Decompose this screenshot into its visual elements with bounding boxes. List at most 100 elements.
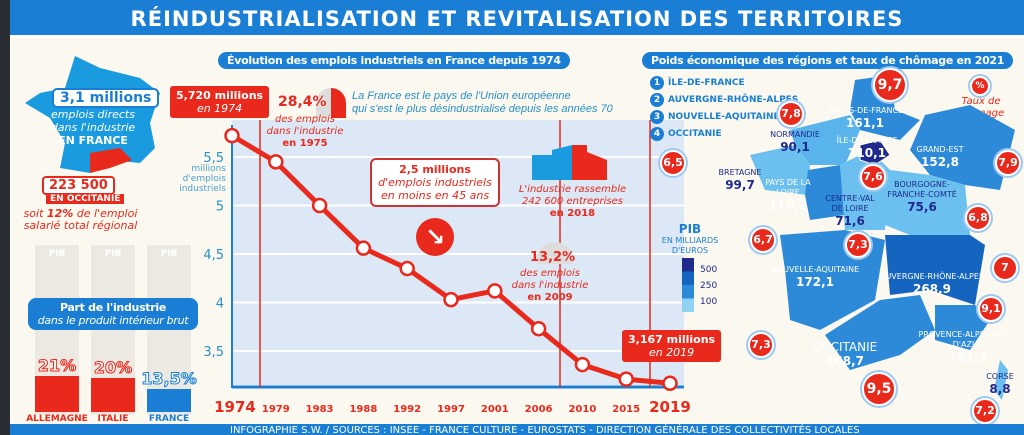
pct-1975-text3: en 1975	[282, 138, 328, 149]
data-point-2019	[662, 375, 678, 392]
page-title: RÉINDUSTRIALISATION ET REVITALISATION DE…	[10, 0, 1024, 38]
pib-sub1: EN MILLIARDS	[661, 236, 719, 245]
pct-1975-text2: dans l'industrie	[266, 126, 344, 137]
occitanie-label: EN OCCITANIE	[46, 194, 125, 204]
bar-label: 20%	[93, 358, 133, 378]
pib-scale-label: 500	[700, 265, 718, 275]
x-tick-label: 1988	[349, 404, 377, 415]
pib-label: PIB	[48, 249, 66, 259]
arrow-down-right-icon: ↘	[416, 218, 454, 256]
region-bretagne: BRETAGNE 99,7	[712, 168, 768, 192]
start-year: en 1974	[196, 102, 243, 115]
data-point-1974	[224, 127, 240, 144]
france-map-icon	[25, 56, 160, 173]
percent-icon: %	[970, 76, 990, 96]
region-pib: 710,1	[848, 146, 886, 160]
x-tick-label: 1997	[437, 404, 465, 415]
unemployment-badge: 6,8	[965, 205, 991, 231]
region-name: BRETAGNE	[718, 168, 762, 177]
pct-2009: 13,2%	[530, 250, 576, 265]
region-pib: 99,7	[725, 178, 755, 192]
unemployment-badge: 9,5	[862, 372, 896, 406]
unemployment-badge: 9,1	[978, 296, 1004, 322]
region-bourgogne-franche-comt-: BOURGOGNE-FRANCHE-COMTÉ 75,6	[884, 180, 960, 214]
bar-label: 13,5%	[141, 369, 198, 389]
bar-label: 21%	[37, 356, 77, 376]
pib-label: PIB	[160, 249, 178, 259]
rank-number-badge: 2	[650, 93, 664, 107]
data-point-1997	[443, 291, 459, 308]
factory-icon	[532, 145, 607, 180]
unemployment-badge: 7,9	[995, 150, 1021, 176]
x-tick-label: 1983	[306, 404, 334, 415]
pib-title: PIB	[678, 222, 702, 236]
region-auvergne-rh-ne-alpes: AUVERGNE-RHÔNE-ALPES 268,9	[877, 272, 987, 296]
bar-category: ITALIE	[97, 414, 129, 424]
region-pib: 268,9	[913, 282, 951, 296]
pie-1975-icon	[316, 88, 346, 118]
firms-text1: L'industrie rassemble	[518, 184, 627, 195]
region-name: NOUVELLE-AQUITAINE	[770, 265, 860, 274]
bar-chart-title: Part de l'industrie	[59, 301, 167, 314]
y-tick-label: 5	[216, 200, 224, 215]
rank-number-badge: 3	[650, 110, 664, 124]
industry-gdp-bar-chart: PIB 21% ALLEMAGNE PIB 20% ITALIE PIB 13,5% FRANC…	[20, 240, 200, 424]
data-point-1988	[355, 240, 372, 256]
pib-scale-label: 250	[700, 281, 718, 291]
unemployment-badge: 6,7	[750, 227, 776, 253]
region-grand-est: GRAND-EST 152,8	[908, 145, 972, 169]
bar-chart-title-box: Part de l'industrie dans le produit inté…	[28, 298, 198, 330]
occitanie-value: 223 500	[42, 176, 115, 195]
region-name: CORSE	[986, 372, 1014, 381]
rank-item: 1 ÎLE-DE-FRANCE	[650, 76, 798, 93]
region-pib: 71,6	[835, 214, 865, 228]
pib-scale-bar	[682, 258, 694, 312]
region-normandie: NORMANDIE 90,1	[765, 130, 825, 154]
firms-text2: 242 600 entreprises	[521, 196, 623, 207]
pct-2009-text3: en 2009	[527, 292, 573, 303]
bar-allemagne	[35, 376, 79, 412]
loss-text1: d'emplois industriels	[378, 176, 492, 189]
region-hauts-de-france: HAUTS-DE-FRANCE 161,1	[820, 106, 910, 130]
infographic: RÉINDUSTRIALISATION ET REVITALISATION DE…	[10, 0, 1024, 435]
region-name: PROVENCE-ALPES-CÔTE-D'AZUR	[918, 330, 1018, 349]
rank-item: 2 AUVERGNE-RHÔNE-ALPES	[650, 93, 798, 110]
rank-item: 3 NOUVELLE-AQUITAINE	[650, 110, 798, 127]
pib-scale-labels: 500 250 100	[700, 262, 717, 310]
region-name: GRAND-EST	[916, 145, 964, 154]
firms-text3: en 2018	[549, 208, 596, 219]
region-name: BOURGOGNE-FRANCHE-COMTÉ	[887, 180, 957, 199]
region-occitanie: OCCITANIE 168,7	[795, 340, 895, 368]
pct-2009-text1: des emplois	[519, 268, 580, 279]
occitanie-pct: 12%	[46, 207, 74, 220]
line-chart-title: Évolution des emplois industriels en Fra…	[218, 52, 570, 69]
y-tick-label: 4,5	[203, 248, 224, 263]
pib-label: PIB	[104, 249, 122, 259]
unemployment-badge: 7,3	[845, 232, 871, 258]
x-tick-label: 1979	[262, 404, 290, 415]
region-pib: 75,6	[907, 200, 937, 214]
bar-category: FRANCE	[148, 414, 190, 424]
rank-name: OCCITANIE	[668, 129, 722, 139]
france-text1: emplois directs	[51, 108, 135, 121]
y-tick-label: 3,5	[203, 345, 224, 360]
region-pib: 172,1	[796, 275, 834, 289]
data-point-2010	[574, 356, 591, 373]
pct-1975: 28,4%	[278, 94, 327, 110]
start-value-callout: 5,720 millions en 1974	[170, 86, 270, 118]
y-tick-label: 4	[216, 297, 224, 312]
y-tick-label: 5,5	[203, 151, 224, 166]
x-tick-label: 2019	[649, 398, 691, 416]
region-pib: 168,7	[826, 354, 864, 368]
region-pib: 161,1	[846, 116, 884, 130]
pib-sub2: D'EUROS	[671, 246, 709, 255]
rank-name: NOUVELLE-AQUITAINE	[668, 112, 780, 122]
x-tick-label: 1974	[214, 398, 256, 416]
occitanie-note3: salarié total régional	[23, 219, 138, 232]
occitanie-note2: de l'emploi	[76, 207, 138, 220]
unemployment-badge: 7,8	[778, 101, 804, 127]
x-tick-label: 2001	[481, 404, 509, 415]
unemployment-badge: 6,5	[660, 150, 686, 176]
pib-scale-label: 100	[700, 297, 718, 307]
bar-chart-subtitle: dans le produit intérieur brut	[37, 314, 189, 327]
